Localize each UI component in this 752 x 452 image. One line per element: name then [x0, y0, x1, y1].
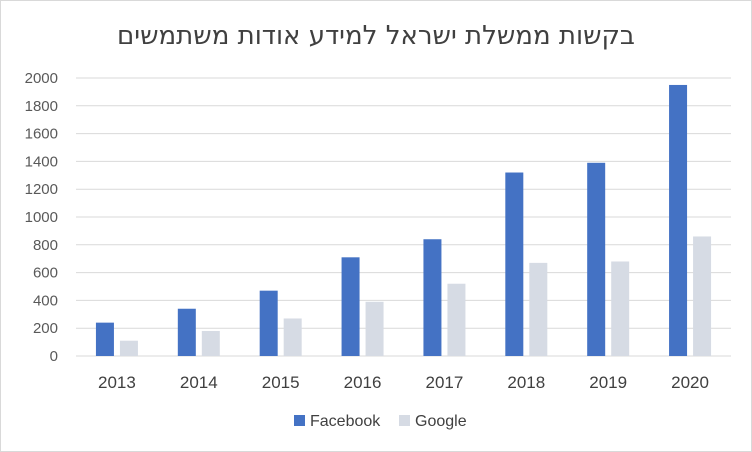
bar-google-2013 [119, 340, 138, 356]
y-axis-ticks: 0 200 400 600 800 1000 1200 1400 1600 1800 2000 [25, 70, 58, 365]
bar-google-2018 [529, 262, 548, 356]
x-tick-label: 2020 [671, 373, 709, 392]
bar-facebook-2013 [95, 322, 114, 356]
legend-label-facebook: Facebook [310, 413, 381, 430]
bar-google-2017 [447, 283, 466, 356]
bar-facebook-2017 [423, 239, 442, 356]
legend-label-google: Google [415, 413, 467, 430]
y-tick-label: 1000 [25, 209, 58, 226]
y-tick-label: 2000 [25, 70, 58, 87]
bar-facebook-2018 [505, 172, 524, 356]
bar-facebook-2019 [587, 162, 606, 356]
x-tick-label: 2017 [426, 373, 464, 392]
y-tick-label: 800 [33, 237, 58, 254]
y-tick-label: 1200 [25, 181, 58, 198]
y-tick-label: 0 [50, 348, 58, 365]
legend-swatch-google [399, 415, 410, 426]
bar-facebook-2014 [177, 308, 196, 356]
y-tick-label: 400 [33, 292, 58, 309]
y-tick-label: 1800 [25, 98, 58, 115]
bar-facebook-2016 [341, 257, 360, 356]
x-tick-label: 2015 [262, 373, 300, 392]
x-tick-label: 2013 [98, 373, 136, 392]
legend-swatch-facebook [294, 415, 305, 426]
bar-google-2016 [365, 301, 384, 356]
bar-facebook-2015 [259, 290, 278, 356]
bar-google-2019 [611, 261, 630, 356]
gridlines [76, 77, 731, 357]
chart-title: בקשות ממשלת ישראל למידע אודות משתמשים [117, 21, 635, 51]
legend: Facebook Google [294, 413, 467, 430]
bars [95, 84, 712, 356]
x-tick-label: 2016 [344, 373, 382, 392]
bar-google-2014 [201, 330, 220, 356]
x-axis-ticks: 2013 2014 2015 2016 2017 2018 2019 2020 [98, 373, 709, 392]
x-tick-label: 2014 [180, 373, 218, 392]
x-tick-label: 2019 [589, 373, 627, 392]
y-tick-label: 1600 [25, 126, 58, 143]
bar-facebook-2020 [669, 84, 688, 356]
x-tick-label: 2018 [507, 373, 545, 392]
y-tick-label: 1400 [25, 153, 58, 170]
bar-google-2015 [283, 318, 302, 356]
bar-google-2020 [693, 236, 712, 356]
y-tick-label: 200 [33, 320, 58, 337]
y-tick-label: 600 [33, 265, 58, 282]
